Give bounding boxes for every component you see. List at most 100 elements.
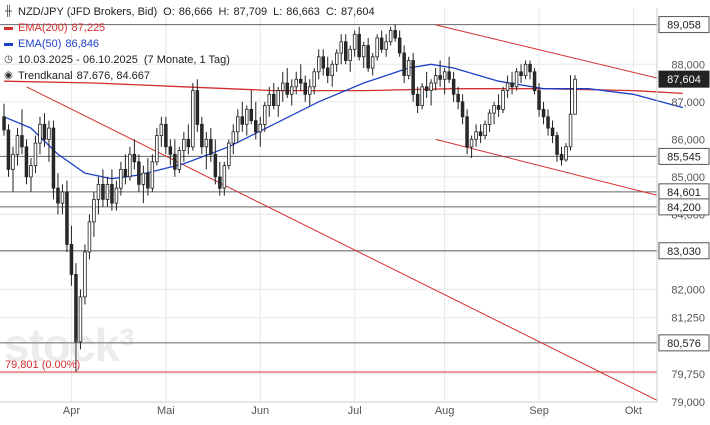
candle-body xyxy=(87,221,92,253)
candle-body xyxy=(222,165,227,189)
candle-body xyxy=(559,153,564,161)
candle-body xyxy=(483,123,487,137)
candle-body xyxy=(469,138,474,148)
candle-body xyxy=(312,71,316,88)
candle-body xyxy=(258,123,262,133)
candle-body xyxy=(397,37,402,54)
candle-body xyxy=(240,116,244,125)
open-value: 86,666 xyxy=(178,6,213,18)
y-tick-label: 82,000 xyxy=(671,284,705,296)
level-badge-label: 83,030 xyxy=(667,246,701,258)
candle-body xyxy=(168,146,173,155)
candle-body xyxy=(51,127,56,189)
candle-body xyxy=(303,82,307,95)
candle-body xyxy=(550,127,555,137)
candle-body xyxy=(262,105,267,125)
candle-body xyxy=(92,198,96,223)
candle-body xyxy=(38,123,42,144)
level-badge xyxy=(658,147,710,165)
candle-body xyxy=(393,30,397,39)
candle-body xyxy=(496,105,501,110)
legend-trendchannel-row: ◉ Trendkanal 87.676, 84.667 xyxy=(4,68,375,84)
legend-symbol-row: ╫ NZD/JPY (JFD Brokers, Bid) O: 86,666 H… xyxy=(4,4,375,20)
ema200-name: EMA(200) xyxy=(18,22,68,34)
candle-body xyxy=(330,63,334,77)
candle-body xyxy=(204,138,209,148)
candle-body xyxy=(447,71,451,80)
candle-body xyxy=(285,82,289,95)
level-badge xyxy=(658,242,710,260)
candle-body xyxy=(546,116,550,129)
candle-body xyxy=(42,123,47,140)
candle-body xyxy=(209,138,213,155)
level-badge-label: 84,200 xyxy=(667,202,701,214)
candle-body xyxy=(101,183,105,200)
candle-body xyxy=(573,78,577,115)
candle-body xyxy=(271,93,276,107)
candle-body xyxy=(15,135,20,155)
candle-body xyxy=(137,161,141,185)
y-tick-label: 81,250 xyxy=(671,313,705,325)
candle-body xyxy=(182,138,186,152)
legend-period-row: ◷ 10.03.2025 - 06.10.2025 (7 Monate, 1 T… xyxy=(4,52,375,68)
high-value: 87,709 xyxy=(233,6,268,18)
ema50-name: EMA(50) xyxy=(18,38,62,50)
level-badge-label: 84,601 xyxy=(667,187,701,199)
candle-body xyxy=(24,146,29,178)
candle-body xyxy=(487,112,492,125)
candle-body xyxy=(316,56,321,73)
candle-body xyxy=(83,251,87,298)
candle-body xyxy=(384,41,388,50)
candle-body xyxy=(105,183,110,200)
candle-body xyxy=(519,71,523,77)
candle-body xyxy=(146,172,150,189)
candle-body xyxy=(289,86,294,95)
candle-body xyxy=(334,52,339,65)
candle-body xyxy=(29,165,33,178)
date-range: 10.03.2025 - 06.10.2025 xyxy=(18,54,138,66)
clock-icon: ◷ xyxy=(4,54,13,65)
candle-body xyxy=(164,123,168,148)
candle-body xyxy=(60,191,65,204)
candle-body xyxy=(235,116,240,133)
candle-body xyxy=(141,172,146,185)
candle-body xyxy=(415,93,420,107)
low-label: L: xyxy=(273,6,283,18)
candle-body xyxy=(406,60,411,76)
trendline xyxy=(435,138,657,196)
candle-body xyxy=(65,191,69,245)
candle-body xyxy=(47,127,51,140)
candle-body xyxy=(478,131,483,137)
candle-body xyxy=(191,90,195,148)
candle-body xyxy=(501,90,505,110)
candle-body xyxy=(132,153,137,163)
candle-body xyxy=(388,30,393,43)
low-value: 86,663 xyxy=(286,6,320,18)
candle-body xyxy=(348,48,352,61)
candle-body xyxy=(438,75,442,80)
ema50-swatch xyxy=(4,42,13,46)
candle-body xyxy=(411,60,415,95)
level-badge xyxy=(658,198,710,216)
y-tick-label: 79,750 xyxy=(671,369,705,381)
candle-body xyxy=(218,176,222,189)
candle-body xyxy=(366,45,370,69)
high-label: H: xyxy=(218,6,230,18)
candle-body xyxy=(537,90,541,110)
trendline xyxy=(26,86,657,401)
candle-body xyxy=(424,86,429,92)
candle-body xyxy=(510,82,514,88)
candle-body xyxy=(442,71,447,80)
close-label: C: xyxy=(325,6,337,18)
candle-body xyxy=(433,75,438,84)
symbol-label: NZD/JPY (JFD Brokers, Bid) xyxy=(18,6,158,18)
level-badge-label: 89,058 xyxy=(667,20,701,32)
candle-body xyxy=(267,93,271,107)
candle-body xyxy=(429,82,433,91)
current-price-badge xyxy=(658,70,710,88)
candle-body xyxy=(307,86,312,95)
y-tick-label: 85,000 xyxy=(671,172,705,184)
candle-body xyxy=(280,82,285,91)
legend-ema200-row: EMA(200) 87,225 xyxy=(4,20,375,36)
candle-body xyxy=(110,183,114,204)
